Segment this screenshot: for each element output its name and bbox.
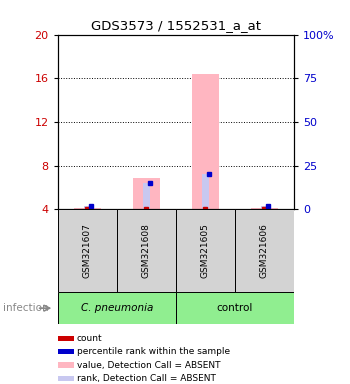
Bar — [74, 208, 100, 209]
Text: GSM321608: GSM321608 — [142, 223, 151, 278]
Text: value, Detection Call = ABSENT: value, Detection Call = ABSENT — [77, 361, 220, 369]
Text: infection: infection — [4, 303, 49, 313]
Text: count: count — [77, 334, 102, 343]
Bar — [142, 183, 150, 209]
Bar — [192, 74, 219, 209]
Bar — [202, 174, 209, 209]
Bar — [235, 209, 294, 292]
Bar — [58, 362, 74, 368]
Bar — [58, 336, 74, 341]
Bar — [251, 208, 278, 209]
Bar — [58, 209, 117, 292]
Bar — [117, 209, 176, 292]
Text: percentile rank within the sample: percentile rank within the sample — [77, 347, 230, 356]
Text: control: control — [217, 303, 253, 313]
Bar — [58, 349, 74, 354]
Bar — [58, 292, 176, 324]
Text: C. pneumonia: C. pneumonia — [80, 303, 153, 313]
Bar — [133, 178, 160, 209]
Bar — [176, 292, 294, 324]
Text: GSM321606: GSM321606 — [260, 223, 269, 278]
Text: rank, Detection Call = ABSENT: rank, Detection Call = ABSENT — [77, 374, 216, 383]
Title: GDS3573 / 1552531_a_at: GDS3573 / 1552531_a_at — [91, 19, 261, 32]
Bar — [84, 206, 91, 209]
Bar — [261, 206, 268, 209]
Text: GSM321607: GSM321607 — [83, 223, 92, 278]
Text: GSM321605: GSM321605 — [201, 223, 210, 278]
Bar — [58, 376, 74, 381]
Bar — [176, 209, 235, 292]
